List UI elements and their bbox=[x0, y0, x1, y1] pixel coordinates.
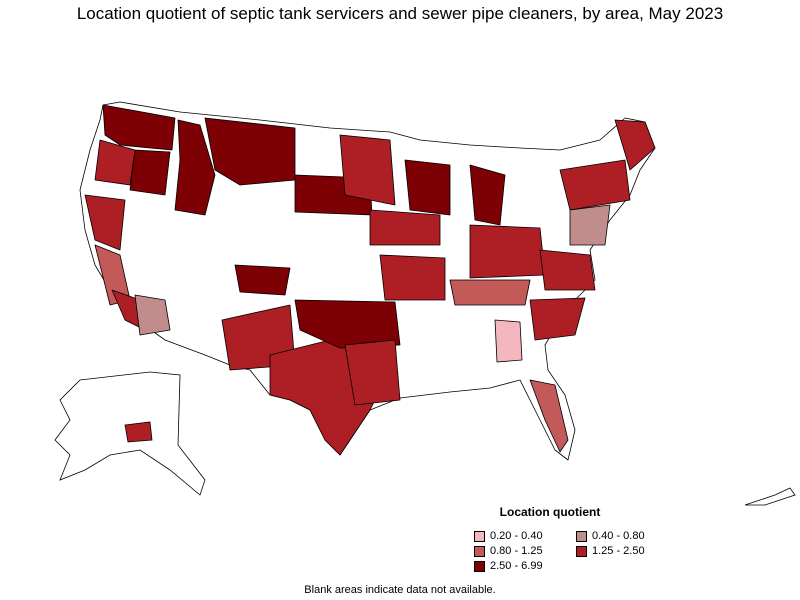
region-ncal bbox=[84, 194, 126, 251]
region-alaska-south bbox=[124, 421, 153, 443]
legend-swatch bbox=[474, 545, 485, 557]
legend-title: Location quotient bbox=[499, 505, 601, 519]
footnote: Blank areas indicate data not available. bbox=[304, 584, 496, 596]
region-idaho bbox=[174, 119, 216, 216]
region-iowa bbox=[369, 209, 441, 246]
legend-label: 2.50 - 6.99 bbox=[490, 560, 543, 572]
legend-label: 1.25 - 2.50 bbox=[592, 545, 645, 557]
region-minnesota bbox=[339, 134, 396, 206]
region-maine bbox=[614, 119, 656, 171]
legend-item: 0.80 - 1.25 bbox=[474, 545, 543, 557]
region-florida bbox=[529, 379, 569, 453]
region-kentucky bbox=[449, 279, 531, 306]
region-carolinas bbox=[529, 297, 586, 341]
map-title: Location quotient of septic tank service… bbox=[76, 4, 724, 23]
region-hawaii bbox=[744, 487, 796, 506]
region-ohio bbox=[469, 224, 546, 279]
region-wisconsin bbox=[404, 159, 451, 216]
region-michigan bbox=[469, 164, 506, 226]
region-montana bbox=[204, 117, 296, 186]
legend-swatch bbox=[474, 530, 485, 542]
region-oregon-east bbox=[129, 149, 171, 196]
legend-item: 2.50 - 6.99 bbox=[474, 560, 543, 572]
legend-label: 0.40 - 0.80 bbox=[592, 530, 645, 542]
region-missouri bbox=[379, 254, 446, 301]
legend-label: 0.20 - 0.40 bbox=[490, 530, 543, 542]
legend-swatch bbox=[576, 530, 587, 542]
region-georgia bbox=[494, 319, 523, 363]
map-regions bbox=[79, 101, 656, 461]
region-colorado bbox=[234, 264, 291, 296]
legend-item: 1.25 - 2.50 bbox=[576, 545, 645, 557]
region-virginia bbox=[539, 249, 596, 291]
legend-item: 0.40 - 0.80 bbox=[576, 530, 645, 542]
region-newyork bbox=[559, 159, 631, 211]
region-pennsylvania bbox=[569, 204, 611, 246]
legend-item: 0.20 - 0.40 bbox=[474, 530, 543, 542]
legend-swatch bbox=[474, 560, 485, 572]
region-arkansas bbox=[344, 339, 401, 406]
continental-us bbox=[79, 101, 656, 461]
legend-label: 0.80 - 1.25 bbox=[490, 545, 543, 557]
region-arizona bbox=[134, 294, 171, 336]
region-washington bbox=[102, 104, 176, 151]
legend-swatch bbox=[576, 545, 587, 557]
region-oregon-west bbox=[94, 139, 136, 186]
